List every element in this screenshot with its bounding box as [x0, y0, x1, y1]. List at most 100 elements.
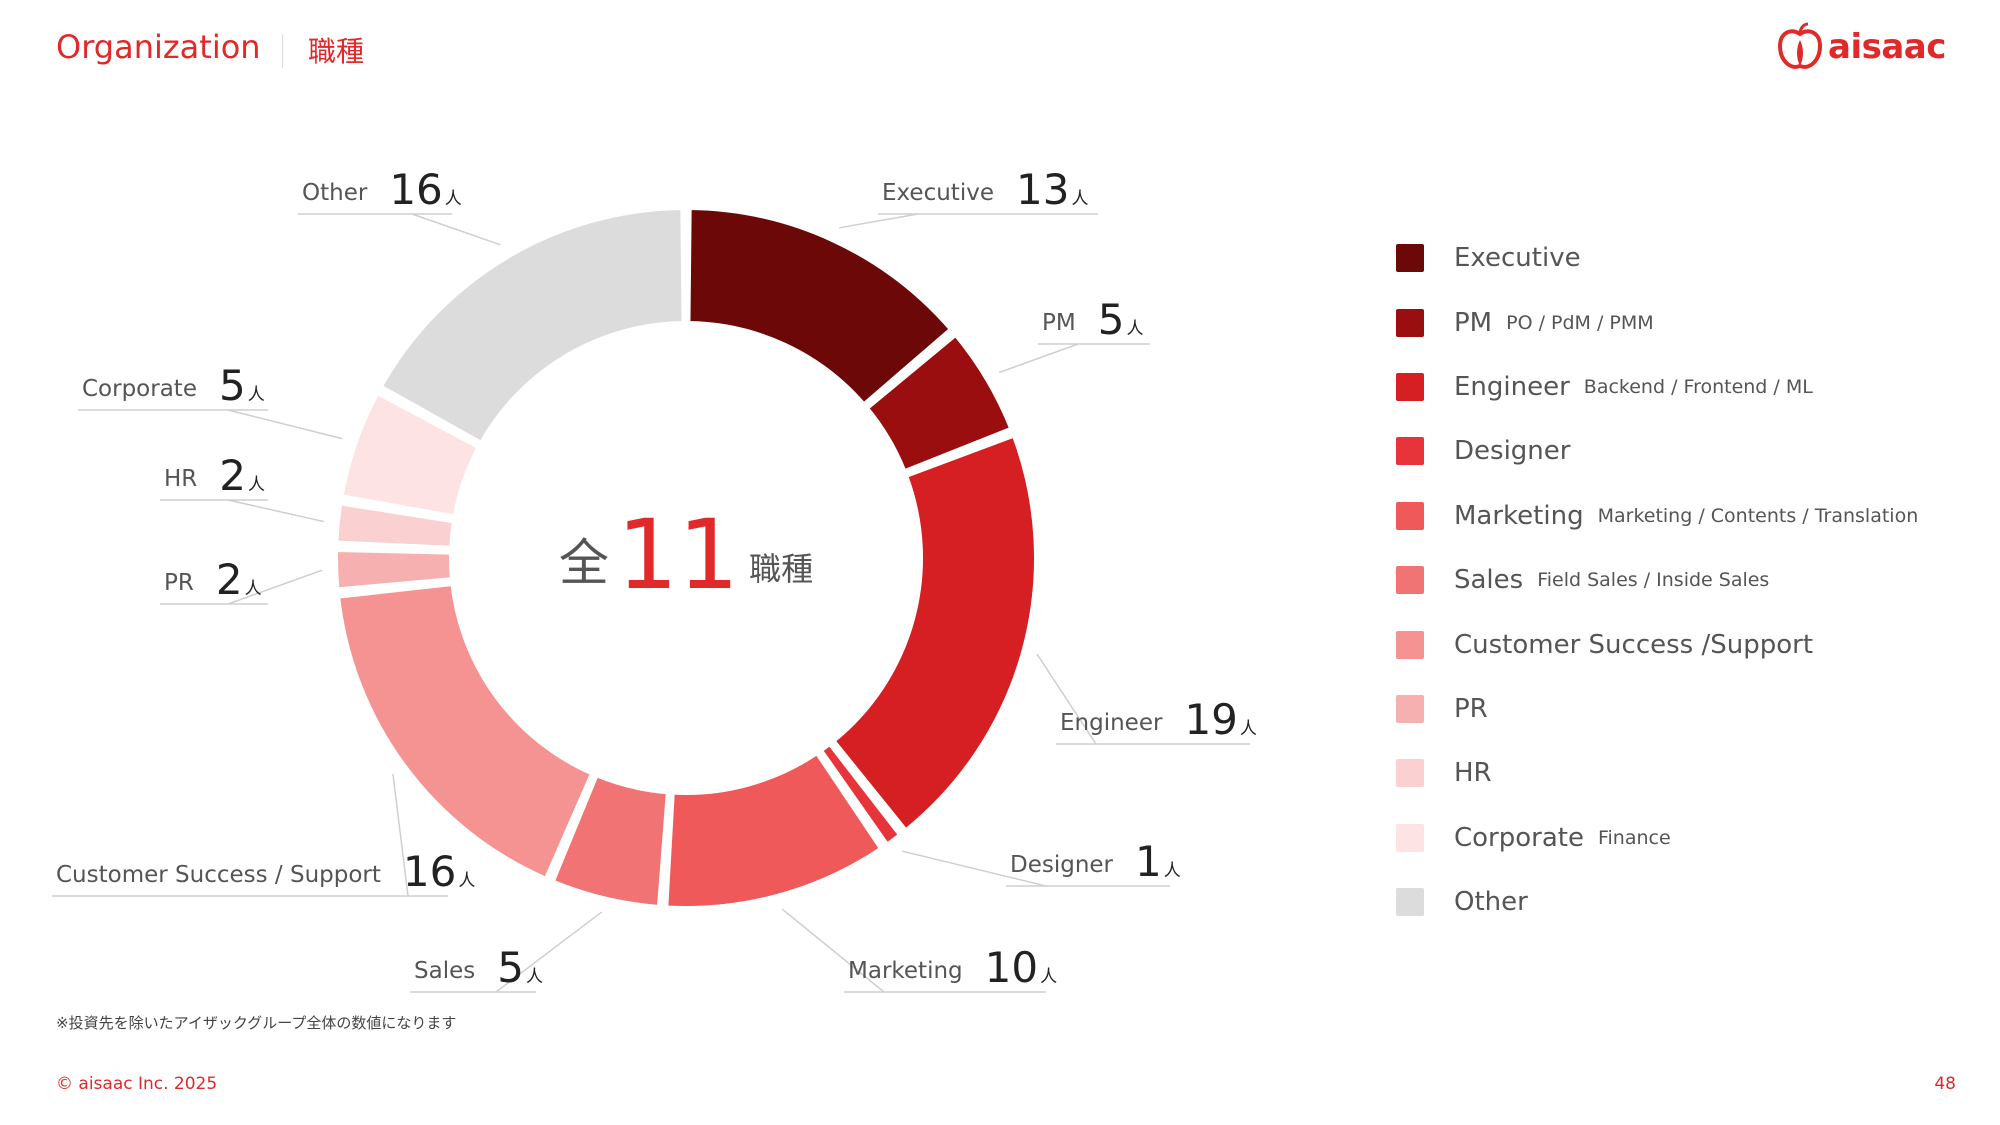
slice-label-pm: PM 5 人: [998, 295, 1150, 374]
slice-label-customer-success-support: Customer Success / Support 16 人: [52, 773, 475, 897]
label-name: HR: [164, 466, 197, 492]
label-unit: 人: [526, 967, 543, 987]
legend-label: Customer Success /Support: [1454, 629, 1814, 660]
slice-label-marketing: Marketing 10 人: [781, 908, 1057, 993]
leader-line: [901, 850, 1047, 887]
label-value: 2: [216, 555, 243, 604]
label-name: PM: [1042, 310, 1076, 336]
label-value: 1: [1135, 837, 1162, 886]
label-name: Customer Success / Support: [56, 862, 381, 888]
donut-slice-sales: [550, 773, 670, 909]
center-value: 11: [617, 499, 739, 611]
donut-slice-marketing: [664, 751, 884, 910]
leader-line: [227, 409, 343, 440]
legend-item: Engineer Backend / Frontend / ML: [1396, 355, 1918, 419]
legend-swatch: [1396, 694, 1424, 723]
leader-line: [227, 499, 324, 523]
legend-sublabel: Backend / Frontend / ML: [1583, 375, 1813, 398]
legend-label: Engineer: [1454, 371, 1570, 402]
legend-swatch: [1396, 308, 1424, 337]
label-value: 16: [389, 165, 442, 214]
label-unit: 人: [1071, 189, 1088, 209]
donut-slice-pr: [334, 547, 454, 592]
legend-item: Corporate Finance: [1396, 806, 1918, 870]
legend-label: Sales: [1454, 565, 1524, 596]
slice-label-engineer: Engineer 19 人: [1036, 653, 1257, 745]
donut-slice-pm: [865, 332, 1014, 474]
header-divider: [282, 34, 283, 68]
leader-line: [998, 343, 1079, 374]
legend-label: PM: [1454, 307, 1493, 338]
legend-swatch: [1396, 823, 1424, 852]
leader-line: [392, 773, 409, 897]
slice-label-sales: Sales 5 人: [410, 911, 603, 993]
slice-label-hr: HR 2 人: [160, 451, 324, 523]
legend-label: Marketing: [1454, 500, 1584, 531]
leader-line: [411, 213, 501, 246]
label-unit: 人: [248, 475, 265, 495]
donut-center-label: 全 11 職種: [559, 499, 813, 611]
center-suffix: 職種: [749, 550, 813, 588]
label-unit: 人: [245, 579, 262, 599]
slice-label-corporate: Corporate 5 人: [78, 361, 343, 440]
legend-swatch: [1396, 566, 1424, 595]
label-name: Designer: [1010, 852, 1114, 878]
legend-swatch: [1396, 501, 1424, 530]
slice-label-other: Other 16 人: [298, 165, 501, 246]
donut-slice-corporate: [339, 391, 481, 519]
legend-label: HR: [1454, 758, 1492, 789]
label-unit: 人: [458, 871, 475, 891]
label-name: PR: [164, 570, 194, 596]
copyright: © aisaac Inc. 2025: [56, 1074, 218, 1094]
legend-swatch: [1396, 888, 1424, 917]
page-title: Organization: [56, 28, 261, 66]
brand-logo: aisaac: [1776, 22, 1958, 72]
legend-item: Marketing Marketing / Contents / Translat…: [1396, 484, 1918, 548]
center-prefix: 全: [559, 534, 609, 592]
chart-legend: Executive PM PO / PdM / PMM Engineer Backend…: [1396, 226, 1918, 934]
legend-label: Other: [1454, 887, 1528, 918]
label-unit: 人: [1164, 861, 1181, 881]
donut-slice-customer-success-support: [336, 581, 594, 881]
donut-slice-engineer: [831, 433, 1038, 833]
label-value: 5: [219, 361, 246, 410]
label-name: Other: [302, 180, 368, 206]
legend-label: PR: [1454, 693, 1488, 724]
legend-swatch: [1396, 630, 1424, 659]
logo-text: aisaac: [1828, 27, 1946, 67]
apple-logo-icon: [1777, 22, 1823, 69]
legend-sublabel: PO / PdM / PMM: [1506, 311, 1654, 334]
legend-item: Sales Field Sales / Inside Sales: [1396, 548, 1918, 612]
label-name: Marketing: [848, 958, 963, 984]
label-name: Corporate: [82, 376, 197, 402]
legend-swatch: [1396, 437, 1424, 466]
legend-sublabel: Field Sales / Inside Sales: [1537, 569, 1770, 592]
label-value: 13: [1016, 165, 1069, 214]
legend-label: Corporate: [1454, 822, 1584, 853]
slice-label-pr: PR 2 人: [160, 555, 323, 605]
donut-slice-executive: [686, 206, 953, 407]
legend-label: Executive: [1454, 243, 1581, 274]
label-unit: 人: [248, 385, 265, 405]
label-unit: 人: [1040, 967, 1057, 987]
donut-slice-other: [378, 206, 686, 445]
label-value: 5: [497, 943, 524, 992]
slice-label-designer: Designer 1 人: [901, 837, 1181, 887]
legend-item: Other: [1396, 870, 1918, 934]
leader-line: [839, 213, 919, 229]
legend-item: PR: [1396, 677, 1918, 741]
footnote: ※投資先を除いたアイザックグループ全体の数値になります: [56, 1014, 457, 1032]
leader-line: [1036, 653, 1097, 745]
leader-line: [495, 911, 603, 993]
label-unit: 人: [1126, 319, 1143, 339]
legend-label: Designer: [1454, 436, 1571, 467]
donut-slice-designer: [819, 741, 903, 847]
legend-item: Customer Success /Support: [1396, 612, 1918, 676]
legend-item: HR: [1396, 741, 1918, 805]
legend-item: PM PO / PdM / PMM: [1396, 290, 1918, 354]
leader-line: [227, 569, 323, 605]
label-name: Executive: [882, 180, 994, 206]
label-name: Engineer: [1060, 710, 1163, 736]
label-unit: 人: [445, 189, 462, 209]
